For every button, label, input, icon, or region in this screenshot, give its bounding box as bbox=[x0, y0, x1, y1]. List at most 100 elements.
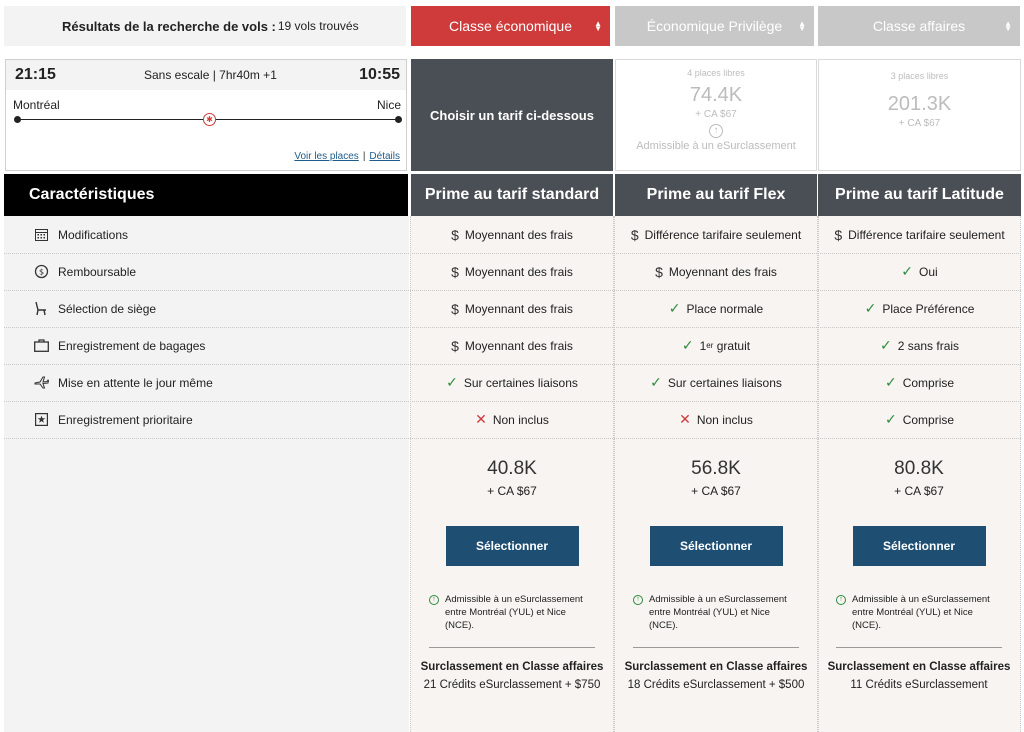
tab-business[interactable]: Classe affaires ▲ ▼ bbox=[818, 6, 1020, 46]
fare-cash: + CA $67 bbox=[691, 484, 741, 498]
origin-dot bbox=[14, 116, 21, 123]
price-cash: + CA $67 bbox=[898, 118, 941, 129]
x-icon: ✕ bbox=[475, 411, 487, 427]
upgrade-eligibility: Admissible à un eSurclassement bbox=[636, 140, 796, 152]
feature-row-seat-selection: Sélection de siège bbox=[4, 290, 409, 327]
check-icon: ✓ bbox=[884, 374, 897, 390]
feature-cell: ✓ Comprise bbox=[818, 401, 1021, 438]
flex-column bbox=[614, 216, 818, 732]
latitude-column bbox=[818, 216, 1021, 732]
departure-time: 21:15 bbox=[15, 66, 56, 83]
feature-cell: $ Moyennant des frais bbox=[410, 290, 614, 327]
select-standard-button[interactable]: Sélectionner bbox=[445, 526, 579, 566]
fare-miles: 40.8K bbox=[487, 458, 537, 479]
features-header: Caractéristiques bbox=[4, 174, 408, 216]
fare-header-label: Prime au tarif standard bbox=[424, 186, 600, 203]
seats-available: 4 places libres bbox=[687, 68, 745, 78]
feature-value: Oui bbox=[919, 264, 938, 279]
feature-label: Remboursable bbox=[58, 264, 137, 279]
upgrade-credits: 18 Crédits eSurclassement + $500 bbox=[627, 679, 805, 691]
seat-icon bbox=[33, 301, 49, 317]
details-link[interactable]: Détails bbox=[369, 151, 400, 162]
feature-value: Moyennant des frais bbox=[464, 338, 573, 353]
upgrade-note: ↑ Admissible à un eSurclassement entre M… bbox=[836, 593, 1004, 632]
tab-premium-economy-label: Économique Privilège bbox=[646, 18, 783, 34]
choose-fare-label: Choisir un tarif ci-dessous bbox=[430, 107, 594, 123]
feature-cell: $ Différence tarifaire seulement bbox=[614, 216, 818, 253]
select-latitude-button[interactable]: Sélectionner bbox=[852, 526, 986, 566]
upgrade-arrow-icon: ↑ bbox=[836, 595, 846, 605]
row-divider bbox=[4, 364, 1021, 365]
star-box-icon bbox=[33, 412, 49, 428]
feature-label: Mise en attente le jour même bbox=[58, 375, 213, 390]
feature-label: Enregistrement prioritaire bbox=[58, 412, 193, 427]
tab-economy-label: Classe économique bbox=[449, 18, 572, 34]
price-miles: 201.3K bbox=[887, 93, 952, 115]
features-title: Caractéristiques bbox=[29, 186, 155, 203]
feature-value: Non inclus bbox=[696, 412, 753, 427]
upgrade-arrow-icon: ↑ bbox=[633, 595, 643, 605]
price-miles: 74.4K bbox=[689, 84, 743, 106]
business-price[interactable]: 3 places libres 201.3K + CA $67 bbox=[818, 59, 1021, 171]
features-column bbox=[4, 216, 409, 732]
feature-value: Place normale bbox=[686, 301, 764, 316]
check-icon: ✓ bbox=[681, 337, 694, 353]
standby-plane-icon bbox=[33, 375, 49, 391]
feature-value: Moyennant des frais bbox=[464, 264, 573, 279]
upgrade-note: ↑ Admissible à un eSurclassement entre M… bbox=[633, 593, 801, 632]
results-title: Résultats de la recherche de vols : bbox=[62, 18, 276, 34]
upgrade-title: Surclassement en Classe affaires bbox=[420, 661, 604, 673]
feature-cell: $ Moyennant des frais bbox=[410, 327, 614, 364]
flight-links: Voir les places | Détails bbox=[294, 151, 400, 162]
check-icon: ✓ bbox=[668, 300, 681, 316]
upgrade-text: Admissible à un eSurclassement entre Mon… bbox=[649, 594, 787, 631]
baggage-icon bbox=[33, 338, 49, 354]
feature-value: Différence tarifaire seulement bbox=[848, 227, 1005, 242]
premium-economy-price[interactable]: 4 places libres 74.4K + CA $67 ↑ Admissi… bbox=[615, 59, 817, 171]
feature-value: Moyennant des frais bbox=[668, 264, 777, 279]
results-header: Résultats de la recherche de vols : 19 v… bbox=[4, 6, 406, 46]
feature-label: Enregistrement de bagages bbox=[58, 338, 206, 353]
upgrade-credits: 21 Crédits eSurclassement + $750 bbox=[423, 679, 601, 691]
feature-value: Place Préférence bbox=[882, 301, 975, 316]
flight-card: 21:15 Sans escale | 7hr40m +1 10:55 Mont… bbox=[5, 59, 407, 171]
upgrade-arrow-icon: ↑ bbox=[429, 595, 439, 605]
dollar-icon: $ bbox=[451, 300, 459, 317]
fare-miles: 56.8K bbox=[691, 458, 741, 479]
refund-icon: $ bbox=[33, 264, 49, 280]
sort-icon[interactable]: ▲ ▼ bbox=[1004, 19, 1012, 33]
fare-header-label: Prime au tarif Latitude bbox=[835, 186, 1004, 203]
view-seats-link[interactable]: Voir les places bbox=[294, 151, 359, 162]
select-flex-button[interactable]: Sélectionner bbox=[649, 526, 783, 566]
origin-city: Montréal bbox=[13, 98, 60, 112]
feature-cell: $ Moyennant des frais bbox=[410, 216, 614, 253]
upgrade-text: Admissible à un eSurclassement entre Mon… bbox=[852, 594, 990, 631]
results-count: 19 vols trouvés bbox=[277, 19, 359, 33]
row-divider bbox=[4, 401, 1021, 402]
feature-row-modifications: Modifications bbox=[4, 216, 409, 253]
divider bbox=[429, 647, 595, 648]
row-divider bbox=[4, 438, 1021, 439]
flight-duration: Sans escale | 7hr40m +1 bbox=[144, 68, 277, 82]
dollar-icon: $ bbox=[451, 337, 459, 354]
row-divider bbox=[4, 290, 1021, 291]
feature-cell: ✓ Comprise bbox=[818, 364, 1021, 401]
feature-cell: ✕ Non inclus bbox=[410, 401, 614, 438]
sort-icon[interactable]: ▲ ▼ bbox=[594, 19, 602, 33]
tab-premium-economy[interactable]: Économique Privilège ▲ ▼ bbox=[615, 6, 814, 46]
fare-latitude: 80.8K + CA $67 Sélectionner ↑ Admissible… bbox=[818, 440, 1020, 693]
flight-time-strip bbox=[6, 60, 406, 90]
feature-cell: ✓ Sur certaines liaisons bbox=[410, 364, 614, 401]
standard-column bbox=[410, 216, 614, 732]
feature-row-same-day-standby: Mise en attente le jour même bbox=[4, 364, 409, 401]
fare-miles: 80.8K bbox=[894, 458, 944, 479]
feature-value: Non inclus bbox=[492, 412, 549, 427]
sort-icon[interactable]: ▲ ▼ bbox=[798, 19, 806, 33]
dollar-icon: $ bbox=[655, 263, 663, 280]
dollar-icon: $ bbox=[834, 226, 843, 243]
price-cash: + CA $67 bbox=[695, 109, 737, 120]
feature-value: 1 bbox=[699, 338, 707, 353]
feature-cell: ✓ 2 sans frais bbox=[818, 327, 1021, 364]
tab-economy[interactable]: Classe économique ▲ ▼ bbox=[411, 6, 610, 46]
feature-cell: $ Différence tarifaire seulement bbox=[818, 216, 1021, 253]
